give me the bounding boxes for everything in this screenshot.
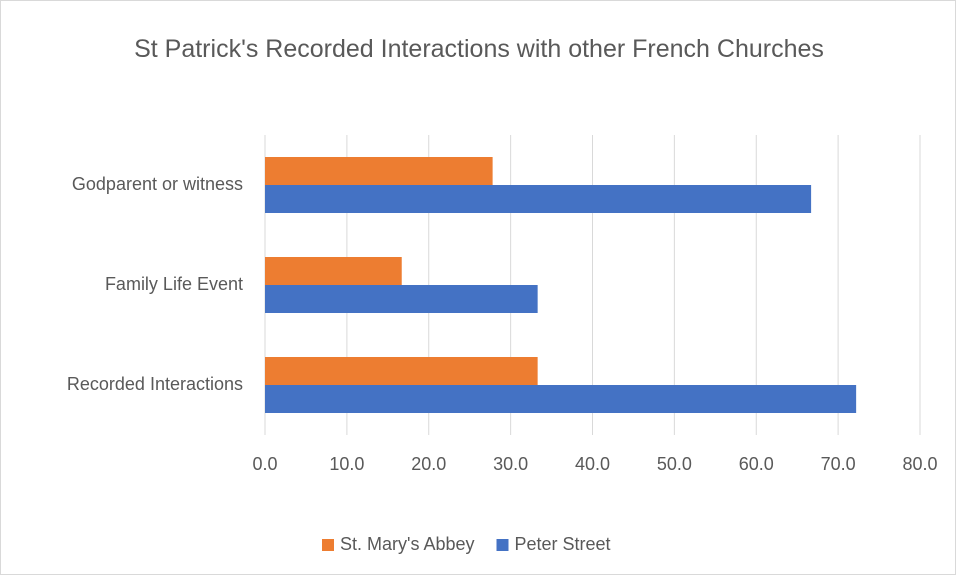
x-tick-label: 40.0 xyxy=(575,454,610,474)
x-tick-label: 0.0 xyxy=(252,454,277,474)
y-tick-label: Recorded Interactions xyxy=(67,374,243,394)
legend-label: Peter Street xyxy=(515,534,611,554)
y-tick-label: Godparent or witness xyxy=(72,174,243,194)
x-tick-label: 70.0 xyxy=(821,454,856,474)
x-tick-label: 10.0 xyxy=(329,454,364,474)
bar xyxy=(265,257,402,285)
x-tick-label: 50.0 xyxy=(657,454,692,474)
x-tick-label: 60.0 xyxy=(739,454,774,474)
legend-swatch xyxy=(496,539,509,551)
bar xyxy=(265,385,857,413)
x-tick-label: 80.0 xyxy=(902,454,937,474)
bar xyxy=(265,357,538,385)
chart-title: St Patrick's Recorded Interactions with … xyxy=(134,35,824,63)
legend-swatch xyxy=(322,539,334,551)
bar xyxy=(265,285,538,313)
x-tick-label: 30.0 xyxy=(493,454,528,474)
legend-label: St. Mary's Abbey xyxy=(340,534,475,554)
y-tick-label: Family Life Event xyxy=(105,274,243,294)
x-tick-label: 20.0 xyxy=(411,454,446,474)
bar xyxy=(265,185,812,213)
bar xyxy=(265,157,493,185)
